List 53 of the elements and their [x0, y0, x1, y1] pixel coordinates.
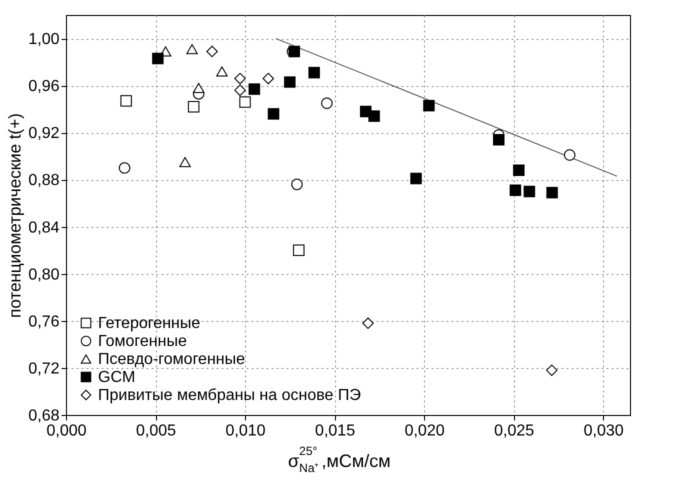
point: [423, 100, 435, 112]
y-tick-label: 0,88: [28, 172, 60, 190]
point: [216, 66, 228, 77]
y-tick-label: 0,84: [28, 219, 60, 236]
x-tick-label: 0,030: [584, 422, 624, 440]
legend-label: Привитые мембраны на основе ПЭ: [98, 387, 361, 404]
legend-label: Гомогенные: [98, 333, 187, 350]
x-tick-label: 0,010: [226, 422, 266, 440]
x-tick-label: 0,025: [494, 422, 534, 440]
point: [152, 52, 164, 64]
y-tick-label: 0,76: [28, 313, 60, 330]
legend-label: Псевдо-гомогенные: [98, 351, 246, 368]
x-tick-label: 0,005: [136, 422, 176, 440]
point: [234, 72, 246, 84]
point: [118, 162, 130, 174]
y-tick-label: 0,96: [28, 78, 60, 96]
point: [546, 186, 558, 198]
point: [284, 76, 296, 88]
point: [362, 317, 374, 329]
point: [188, 101, 200, 113]
point: [268, 108, 280, 120]
y-tick-label: 0,80: [28, 266, 60, 284]
y-tick-label: 0,92: [28, 125, 60, 142]
legend-label: GCM: [98, 369, 136, 386]
point: [262, 72, 274, 84]
point: [308, 66, 320, 78]
point: [192, 82, 204, 93]
point: [234, 84, 246, 96]
point: [179, 157, 191, 168]
legend-label: Гетерогенные: [98, 315, 200, 332]
point: [120, 95, 132, 107]
point: [321, 98, 333, 109]
point: [510, 184, 522, 196]
point: [293, 244, 305, 256]
x-tick-label: 0,000: [46, 422, 87, 440]
y-tick-label: 1,00: [28, 31, 60, 48]
point: [564, 149, 576, 161]
point: [368, 110, 380, 122]
x-tick-label: 0,015: [315, 422, 356, 440]
point: [513, 164, 525, 176]
point: [546, 364, 558, 376]
point: [239, 96, 251, 108]
point: [524, 186, 536, 198]
point: [291, 178, 303, 190]
point: [248, 83, 260, 95]
y-tick-label: 0,72: [28, 360, 60, 378]
y-tick-label: 0,68: [28, 408, 60, 424]
point: [410, 172, 422, 184]
point: [206, 46, 218, 58]
point: [186, 44, 198, 54]
x-tick-label: 0,020: [404, 422, 445, 440]
point: [493, 134, 504, 146]
y-axis-title: потенциометрические t(+): [5, 113, 24, 318]
